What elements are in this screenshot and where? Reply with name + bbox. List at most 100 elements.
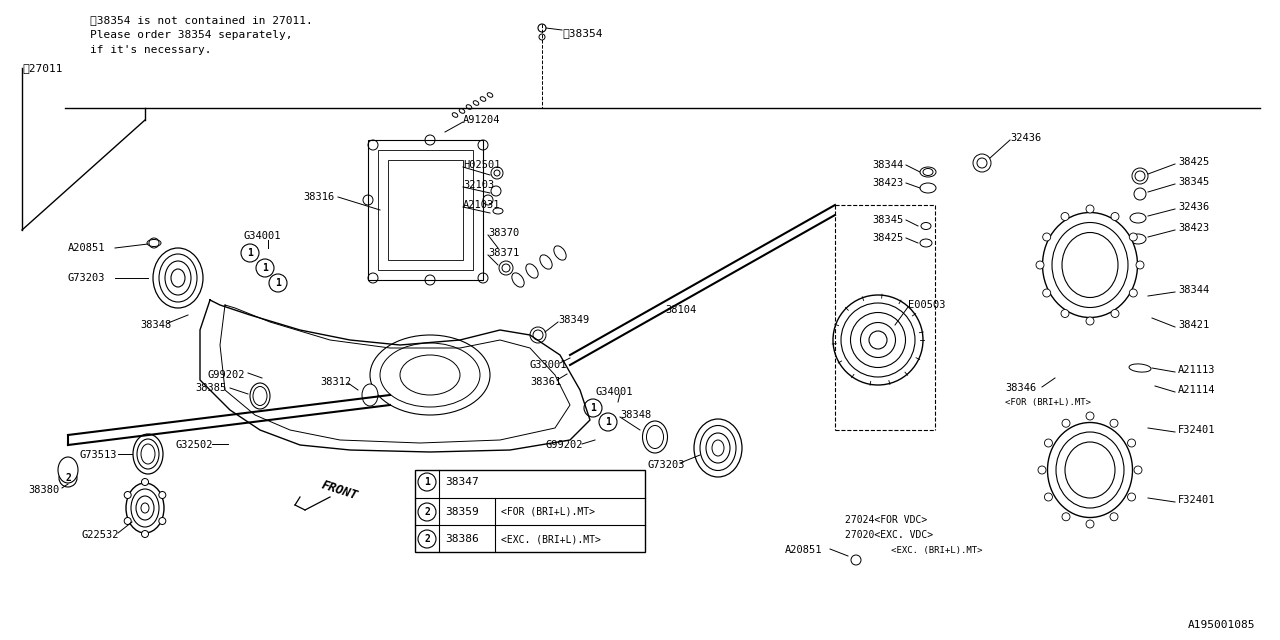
Text: 38344: 38344 [872, 160, 904, 170]
Text: A21113: A21113 [1178, 365, 1216, 375]
Text: 38361: 38361 [530, 377, 561, 387]
Text: ‸38354 is not contained in 27011.: ‸38354 is not contained in 27011. [90, 15, 312, 25]
Text: 38349: 38349 [558, 315, 589, 325]
Bar [415, 470, 645, 552]
Text: G32502: G32502 [175, 440, 212, 450]
Circle shape [1128, 439, 1135, 447]
Ellipse shape [540, 255, 552, 269]
Text: A91204: A91204 [463, 115, 500, 125]
Ellipse shape [1130, 213, 1146, 223]
Text: 2: 2 [424, 534, 430, 544]
Text: G99202: G99202 [207, 370, 244, 380]
Text: 38370: 38370 [488, 228, 520, 238]
Circle shape [1085, 412, 1094, 420]
Ellipse shape [159, 254, 197, 302]
Ellipse shape [141, 503, 148, 513]
Circle shape [59, 469, 77, 487]
Ellipse shape [1130, 234, 1146, 244]
Text: 1: 1 [424, 477, 430, 487]
Circle shape [419, 503, 436, 521]
Ellipse shape [712, 440, 724, 456]
Circle shape [256, 259, 274, 277]
Text: A195001085: A195001085 [1188, 620, 1254, 630]
Circle shape [1062, 513, 1070, 521]
Text: F32401: F32401 [1178, 425, 1216, 435]
Circle shape [1044, 493, 1052, 501]
Text: 38104: 38104 [666, 305, 696, 315]
Ellipse shape [165, 261, 191, 295]
Text: 27024<FOR VDC>: 27024<FOR VDC> [845, 515, 927, 525]
Ellipse shape [1052, 223, 1128, 307]
Ellipse shape [833, 295, 923, 385]
Text: 32436: 32436 [1010, 133, 1041, 143]
Ellipse shape [554, 246, 566, 260]
Ellipse shape [1056, 432, 1124, 508]
Text: F32401: F32401 [1178, 495, 1216, 505]
Ellipse shape [253, 387, 268, 406]
Text: A20851: A20851 [785, 545, 823, 555]
Text: G73203: G73203 [68, 273, 105, 283]
Text: 38316: 38316 [303, 192, 334, 202]
Circle shape [1110, 513, 1117, 521]
Circle shape [419, 530, 436, 548]
Circle shape [1134, 188, 1146, 200]
Ellipse shape [362, 384, 378, 406]
Text: 38347: 38347 [445, 477, 479, 487]
Circle shape [159, 492, 166, 499]
Ellipse shape [707, 433, 730, 463]
Text: 38423: 38423 [1178, 223, 1210, 233]
Circle shape [241, 244, 259, 262]
Ellipse shape [694, 419, 742, 477]
Text: <FOR (BRI+L).MT>: <FOR (BRI+L).MT> [1005, 397, 1091, 406]
Circle shape [1061, 212, 1069, 221]
Circle shape [538, 24, 547, 32]
Text: 32103: 32103 [463, 180, 494, 190]
Circle shape [1044, 439, 1052, 447]
Text: H02501: H02501 [463, 160, 500, 170]
Text: G22532: G22532 [82, 530, 119, 540]
Circle shape [124, 492, 131, 499]
Circle shape [1132, 168, 1148, 184]
Text: G73203: G73203 [648, 460, 686, 470]
Text: 32436: 32436 [1178, 202, 1210, 212]
Ellipse shape [512, 273, 524, 287]
Text: 38421: 38421 [1178, 320, 1210, 330]
Ellipse shape [380, 343, 480, 407]
Ellipse shape [1042, 212, 1138, 317]
Ellipse shape [869, 331, 887, 349]
Circle shape [599, 413, 617, 431]
Circle shape [1085, 205, 1094, 213]
Text: 38344: 38344 [1178, 285, 1210, 295]
Circle shape [1111, 212, 1119, 221]
Ellipse shape [841, 303, 915, 377]
Circle shape [1036, 261, 1044, 269]
Text: 38425: 38425 [1178, 157, 1210, 167]
Text: 1: 1 [605, 417, 611, 427]
Text: E00503: E00503 [908, 300, 946, 310]
Text: <EXC. (BRI+L).MT>: <EXC. (BRI+L).MT> [876, 545, 983, 554]
Ellipse shape [399, 355, 460, 395]
Ellipse shape [131, 489, 159, 527]
Text: 38346: 38346 [1005, 383, 1037, 393]
Ellipse shape [370, 335, 490, 415]
Ellipse shape [1047, 422, 1133, 518]
Ellipse shape [172, 269, 186, 287]
Circle shape [124, 518, 131, 525]
Text: 38380: 38380 [28, 485, 59, 495]
Circle shape [1062, 419, 1070, 428]
Text: 38385: 38385 [195, 383, 227, 393]
Text: 27020<EXC. VDC>: 27020<EXC. VDC> [845, 530, 933, 540]
Circle shape [1110, 419, 1117, 428]
Circle shape [584, 399, 602, 417]
Text: <EXC. (BRI+L).MT>: <EXC. (BRI+L).MT> [500, 534, 600, 544]
Text: 38359: 38359 [445, 507, 479, 517]
Text: A21031: A21031 [463, 200, 500, 210]
Ellipse shape [141, 444, 155, 464]
Text: 38348: 38348 [620, 410, 652, 420]
Bar [378, 150, 474, 270]
Text: G99202: G99202 [545, 440, 582, 450]
Circle shape [159, 518, 166, 525]
Text: A21114: A21114 [1178, 385, 1216, 395]
Text: 38423: 38423 [872, 178, 904, 188]
Ellipse shape [646, 426, 663, 449]
